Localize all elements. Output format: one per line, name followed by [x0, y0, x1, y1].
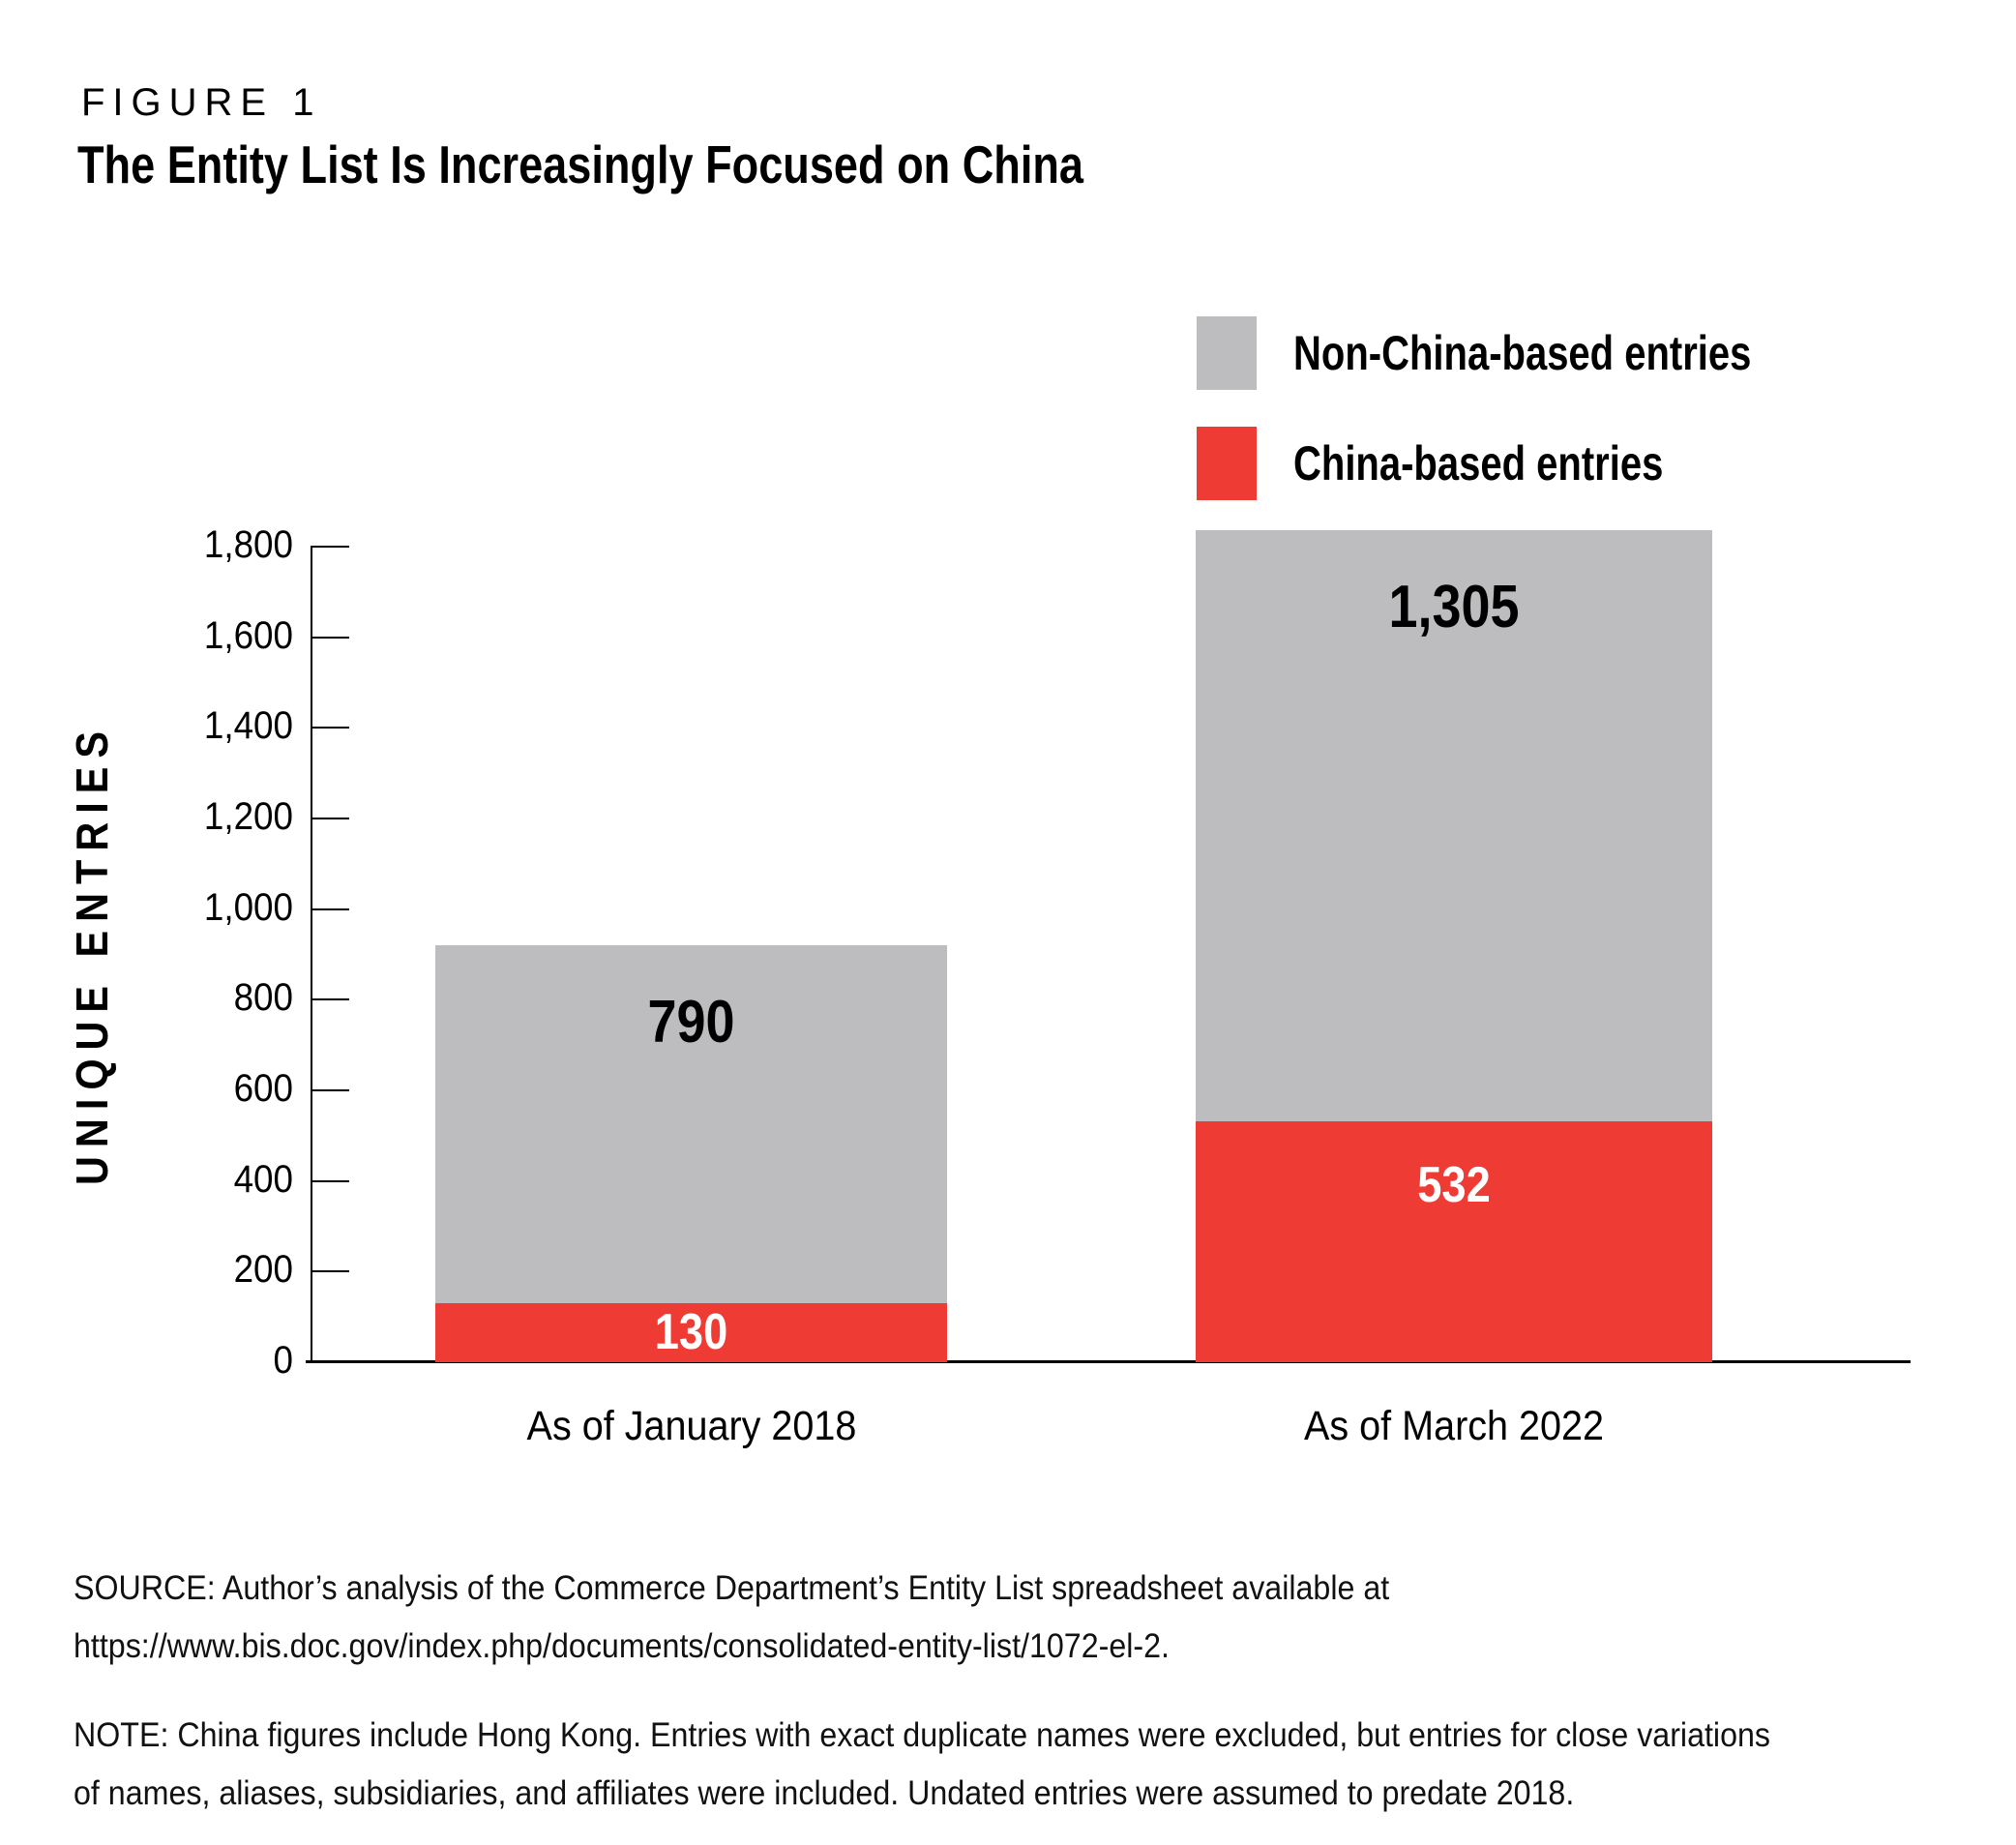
y-tick-mark	[311, 908, 349, 910]
y-tick-label: 600	[233, 1067, 293, 1110]
y-tick-label: 1,000	[203, 885, 293, 929]
bar-value-label-non-china: 1,305	[1388, 573, 1520, 640]
y-tick-label: 800	[233, 976, 293, 1020]
bar-value-label-china: 532	[1417, 1156, 1491, 1213]
legend-label: China-based entries	[1293, 436, 1664, 491]
y-tick-mark	[311, 998, 349, 1001]
y-tick-mark	[311, 1089, 349, 1091]
bar-segment-china-based	[435, 1303, 947, 1362]
note-line: NOTE: China figures include Hong Kong. E…	[74, 1716, 1771, 1754]
y-tick-label: 400	[233, 1157, 293, 1201]
y-tick-label: 1,200	[203, 795, 293, 838]
bar-group: 1,305 532	[1196, 0, 1712, 1845]
red-square-swatch-icon	[1197, 427, 1257, 500]
y-tick-label: 1,400	[203, 704, 293, 748]
chart-legend: Non-China-based entries China-based entr…	[1197, 316, 1866, 537]
y-tick-label: 0	[273, 1339, 293, 1382]
bar-segment-non-china-based	[435, 945, 947, 1304]
x-category-label: As of January 2018	[526, 1403, 856, 1449]
y-tick-label: 1,600	[203, 613, 293, 657]
figure-title: The Entity List Is Increasingly Focused …	[77, 134, 1083, 194]
legend-label: Non-China-based entries	[1293, 326, 1752, 380]
bar-segment-non-china-based	[1196, 529, 1712, 1121]
gray-square-swatch-icon	[1197, 316, 1257, 390]
y-tick-label: 1,800	[203, 523, 293, 566]
y-tick-mark	[311, 1179, 349, 1182]
y-tick-mark	[311, 727, 349, 729]
source-url: https://www.bis.doc.gov/index.php/docume…	[74, 1627, 1170, 1665]
y-axis-line	[311, 547, 312, 1362]
bar-segment-china-based	[1196, 1120, 1712, 1362]
y-tick-mark	[311, 1270, 349, 1273]
y-tick-label: 200	[233, 1248, 293, 1292]
bar-value-label-china: 130	[654, 1304, 728, 1361]
y-tick-mark	[311, 818, 349, 819]
figure-kicker: FIGURE 1	[81, 81, 322, 124]
source-line: SOURCE: Author’s analysis of the Commerc…	[74, 1569, 1390, 1607]
note-line: of names, aliases, subsidiaries, and aff…	[74, 1774, 1575, 1812]
bar-value-label-non-china: 790	[647, 989, 735, 1056]
y-tick-mark	[311, 546, 349, 548]
legend-item-non-china: Non-China-based entries	[1197, 316, 1866, 390]
x-category-label: As of March 2022	[1303, 1403, 1605, 1449]
source-note: SOURCE: Author’s analysis of the Commerc…	[74, 1560, 1503, 1676]
bar-group: 790 130	[435, 0, 947, 1845]
y-tick-mark	[311, 636, 349, 639]
legend-item-china: China-based entries	[1197, 427, 1866, 500]
x-axis-line	[306, 1360, 1911, 1363]
footnote: NOTE: China figures include Hong Kong. E…	[74, 1707, 1918, 1823]
